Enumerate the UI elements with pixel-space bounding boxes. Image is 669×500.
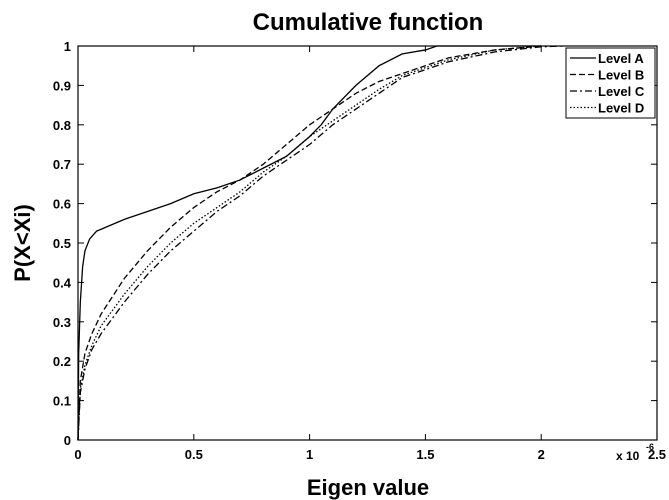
series-line-level-c — [77, 45, 565, 441]
y-tick-label: 0.7 — [53, 157, 71, 172]
legend-label: Level D — [598, 101, 644, 116]
series-lines — [77, 45, 565, 441]
x-tick-label: 2.5 — [648, 447, 666, 462]
y-tick-label: 0 — [64, 433, 71, 448]
y-axis-label: P(X<Xi) — [10, 204, 35, 282]
y-tick-label: 1 — [64, 39, 71, 54]
legend-label: Level C — [598, 84, 645, 99]
x-axis-label: Eigen value — [307, 475, 429, 500]
y-tick-label: 0.2 — [53, 354, 71, 369]
legend-box — [565, 47, 656, 119]
x-multiplier-base: x 10 — [616, 449, 640, 463]
y-tick-label: 0.4 — [53, 275, 72, 290]
legend-label: Level B — [598, 68, 644, 83]
series-line-level-b — [77, 45, 542, 441]
legend-label: Level A — [598, 51, 644, 66]
y-tick-label: 0.5 — [53, 236, 71, 251]
axis-ticks: 0 0.5 1 1.5 2 2.5 0 0.1 0.2 0.3 0.4 0.5 0.6 0.7 0.8 0.9… — [53, 39, 666, 462]
x-axis-multiplier: x 10 -6 — [616, 442, 654, 463]
y-tick-label: 0.8 — [53, 118, 71, 133]
y-tick-label: 0.9 — [53, 78, 71, 93]
x-tick-label: 0 — [74, 447, 81, 462]
x-multiplier-exponent: -6 — [646, 442, 654, 452]
y-tick-label: 0.1 — [53, 394, 71, 409]
y-tick-label: 0.3 — [53, 315, 71, 330]
chart-title: Cumulative function — [253, 9, 484, 36]
plot-border — [77, 45, 658, 441]
x-tick-label: 0.5 — [185, 447, 203, 462]
x-tick-label: 1.5 — [416, 447, 434, 462]
plot-area — [77, 45, 658, 441]
y-tick-label: 0.6 — [53, 197, 71, 212]
x-tick-label: 1 — [306, 447, 313, 462]
series-line-level-a — [77, 45, 542, 441]
x-tick-label: 2 — [538, 447, 545, 462]
